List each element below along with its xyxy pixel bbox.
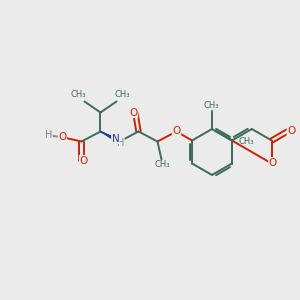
Text: CH₃: CH₃ — [155, 160, 170, 169]
Text: H: H — [45, 130, 52, 140]
Text: O: O — [129, 107, 138, 118]
Text: O: O — [80, 155, 88, 166]
Text: O: O — [268, 158, 277, 167]
Text: O: O — [287, 126, 295, 136]
Text: O: O — [58, 131, 67, 142]
Text: N: N — [112, 134, 119, 143]
Polygon shape — [100, 131, 121, 144]
Text: H: H — [117, 137, 124, 148]
Text: CH₃: CH₃ — [71, 90, 86, 99]
Text: CH₃: CH₃ — [238, 136, 254, 146]
Text: CH₃: CH₃ — [115, 90, 130, 99]
Text: CH₃: CH₃ — [203, 100, 219, 109]
Text: O: O — [172, 125, 181, 136]
